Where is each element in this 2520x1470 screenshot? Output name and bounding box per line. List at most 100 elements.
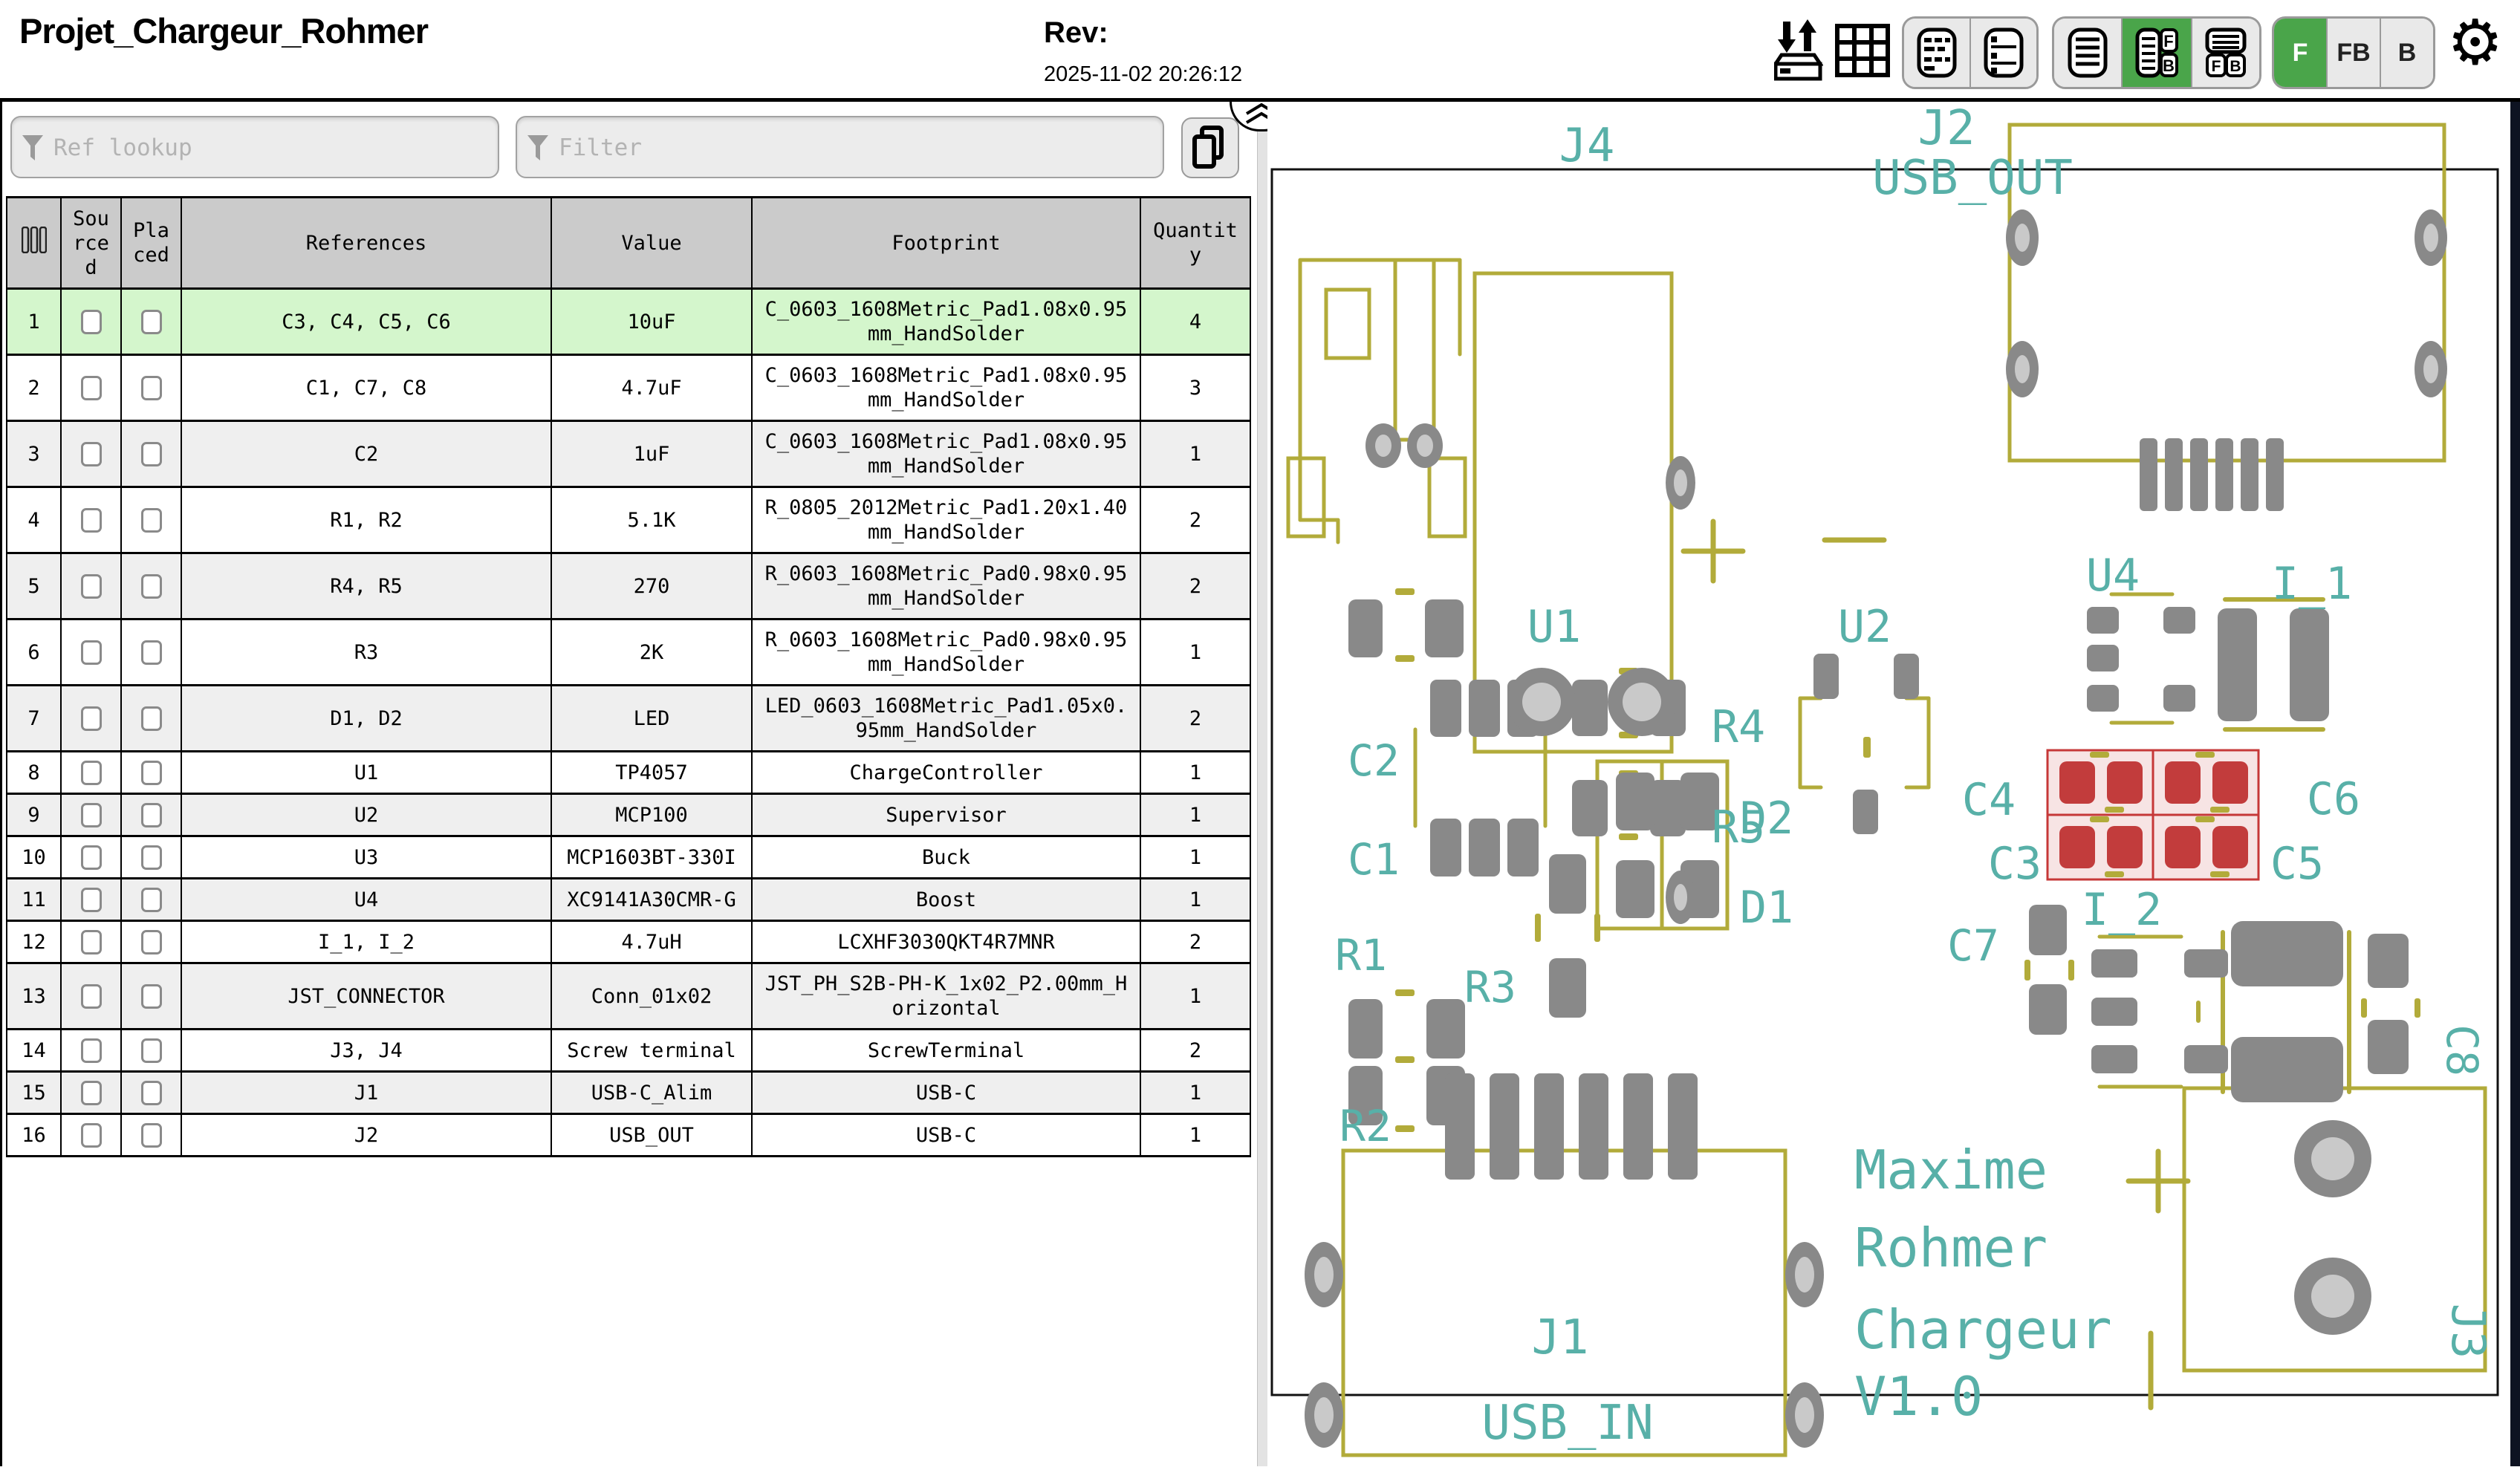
placed-checkbox[interactable] <box>140 640 162 665</box>
smd-pad[interactable] <box>2184 1045 2228 1073</box>
smd-pad[interactable] <box>1507 819 1539 877</box>
smd-pad[interactable] <box>2215 438 2233 511</box>
smd-pad[interactable] <box>1348 999 1383 1058</box>
smd-pad[interactable] <box>1426 999 1465 1058</box>
smd-pad[interactable] <box>1668 1073 1698 1180</box>
quantity-column-header[interactable]: Quantity <box>1140 196 1251 290</box>
smd-pad[interactable] <box>2218 608 2257 721</box>
sourced-checkbox-cell[interactable] <box>60 420 122 488</box>
smd-pad[interactable] <box>2163 685 2195 712</box>
smd-pad[interactable] <box>1572 780 1608 836</box>
smd-pad[interactable] <box>2029 905 2067 955</box>
smd-pad[interactable] <box>2368 1020 2409 1074</box>
bom-row-4[interactable]: 4 R1, R2 5.1K R_0805_2012Metric_Pad1.20x1.4… <box>6 486 1251 554</box>
sourced-checkbox[interactable] <box>80 803 102 827</box>
sourced-checkbox[interactable] <box>80 1038 102 1063</box>
smd-pad[interactable] <box>1813 654 1839 699</box>
stats-grid-icon[interactable] <box>1835 24 1890 81</box>
sourced-checkbox[interactable] <box>80 706 102 731</box>
placed-checkbox[interactable] <box>140 442 162 466</box>
bom-row-14[interactable]: 14 J3, J4 Screw terminal ScrewTerminal 2 <box>6 1028 1251 1073</box>
smd-pad[interactable] <box>2368 934 2409 988</box>
sourced-checkbox[interactable] <box>80 1123 102 1148</box>
sourced-checkbox-cell[interactable] <box>60 835 122 879</box>
sourced-checkbox[interactable] <box>80 508 102 533</box>
sourced-checkbox-cell[interactable] <box>60 684 122 752</box>
smd-pad[interactable] <box>1490 1073 1519 1180</box>
highlighted-pad[interactable] <box>2212 761 2248 804</box>
sourced-checkbox[interactable] <box>80 640 102 665</box>
bom-row-10[interactable]: 10 U3 MCP1603BT-330I Buck 1 <box>6 835 1251 879</box>
placed-checkbox[interactable] <box>140 803 162 827</box>
sourced-checkbox-cell[interactable] <box>60 1028 122 1073</box>
smd-pad[interactable] <box>1616 773 1654 830</box>
smd-pad[interactable] <box>2091 949 2137 978</box>
smd-pad[interactable] <box>1430 680 1461 737</box>
checkbox-columns-header[interactable] <box>6 196 62 290</box>
sourced-checkbox[interactable] <box>80 442 102 466</box>
highlighted-pad[interactable] <box>2059 761 2095 804</box>
bom-row-6[interactable]: 6 R3 2K R_0603_1608Metric_Pad0.98x0.95mm_Ha… <box>6 618 1251 686</box>
bom-row-15[interactable]: 15 J1 USB-C_Alim USB-C 1 <box>6 1070 1251 1115</box>
highlighted-pad[interactable] <box>2212 826 2248 868</box>
placed-checkbox[interactable] <box>140 508 162 533</box>
placed-checkbox-cell[interactable] <box>120 877 182 922</box>
placed-checkbox[interactable] <box>140 845 162 870</box>
smd-pad[interactable] <box>2190 438 2208 511</box>
placed-checkbox[interactable] <box>140 574 162 599</box>
sourced-checkbox[interactable] <box>80 310 102 334</box>
smd-pad[interactable] <box>1894 654 1919 699</box>
smd-pad[interactable] <box>1534 1073 1564 1180</box>
sourced-checkbox-cell[interactable] <box>60 793 122 837</box>
sourced-checkbox[interactable] <box>80 888 102 912</box>
sourced-checkbox[interactable] <box>80 761 102 785</box>
layout-top-bottom-button[interactable]: F B <box>2192 19 2259 87</box>
placed-checkbox-cell[interactable] <box>120 920 182 964</box>
smd-pad[interactable] <box>1572 680 1608 736</box>
smd-pad[interactable] <box>2163 607 2195 634</box>
smd-pad[interactable] <box>1650 780 1686 836</box>
smd-pad[interactable] <box>2241 438 2258 511</box>
placed-checkbox-cell[interactable] <box>120 287 182 356</box>
bom-row-5[interactable]: 5 R4, R5 270 R_0603_1608Metric_Pad0.98x0.95… <box>6 552 1251 620</box>
smd-pad[interactable] <box>2165 438 2183 511</box>
sourced-checkbox-cell[interactable] <box>60 750 122 795</box>
sourced-checkbox-cell[interactable] <box>60 618 122 686</box>
bom-row-2[interactable]: 2 C1, C7, C8 4.7uF C_0603_1608Metric_Pad1.0… <box>6 354 1251 422</box>
sourced-checkbox[interactable] <box>80 984 102 1009</box>
highlighted-pad[interactable] <box>2107 826 2143 868</box>
smd-pad[interactable] <box>1549 854 1586 914</box>
references-column-header[interactable]: References <box>181 196 552 290</box>
smd-pad[interactable] <box>1623 1073 1653 1180</box>
smd-pad[interactable] <box>2231 921 2343 986</box>
placed-checkbox[interactable] <box>140 1081 162 1105</box>
placed-checkbox[interactable] <box>140 761 162 785</box>
placed-checkbox[interactable] <box>140 1038 162 1063</box>
bom-grouped-button[interactable] <box>1904 19 1971 87</box>
smd-pad[interactable] <box>1853 790 1878 834</box>
smd-pad[interactable] <box>1469 680 1500 737</box>
smd-pad[interactable] <box>2087 685 2119 712</box>
bom-row-16[interactable]: 16 J2 USB_OUT USB-C 1 <box>6 1113 1251 1157</box>
placed-checkbox-cell[interactable] <box>120 1028 182 1073</box>
placed-checkbox-cell[interactable] <box>120 618 182 686</box>
sourced-checkbox-cell[interactable] <box>60 1113 122 1157</box>
placed-checkbox-cell[interactable] <box>120 1070 182 1115</box>
filter-input[interactable] <box>557 117 1161 178</box>
layer-front-button[interactable]: F <box>2274 19 2328 87</box>
sourced-checkbox-cell[interactable] <box>60 920 122 964</box>
sourced-checkbox-cell[interactable] <box>60 877 122 922</box>
ref-lookup-input[interactable] <box>52 117 496 178</box>
smd-pad[interactable] <box>2231 1037 2343 1102</box>
smd-pad[interactable] <box>1348 1066 1383 1125</box>
placed-checkbox-cell[interactable] <box>120 552 182 620</box>
value-column-header[interactable]: Value <box>551 196 753 290</box>
placed-checkbox-cell[interactable] <box>120 750 182 795</box>
placed-checkbox[interactable] <box>140 376 162 400</box>
save-settings-icon[interactable] <box>1772 19 1824 85</box>
highlighted-pad[interactable] <box>2107 761 2143 804</box>
sourced-checkbox-cell[interactable] <box>60 1070 122 1115</box>
sourced-checkbox[interactable] <box>80 930 102 954</box>
placed-checkbox-cell[interactable] <box>120 486 182 554</box>
smd-pad[interactable] <box>2087 645 2119 671</box>
